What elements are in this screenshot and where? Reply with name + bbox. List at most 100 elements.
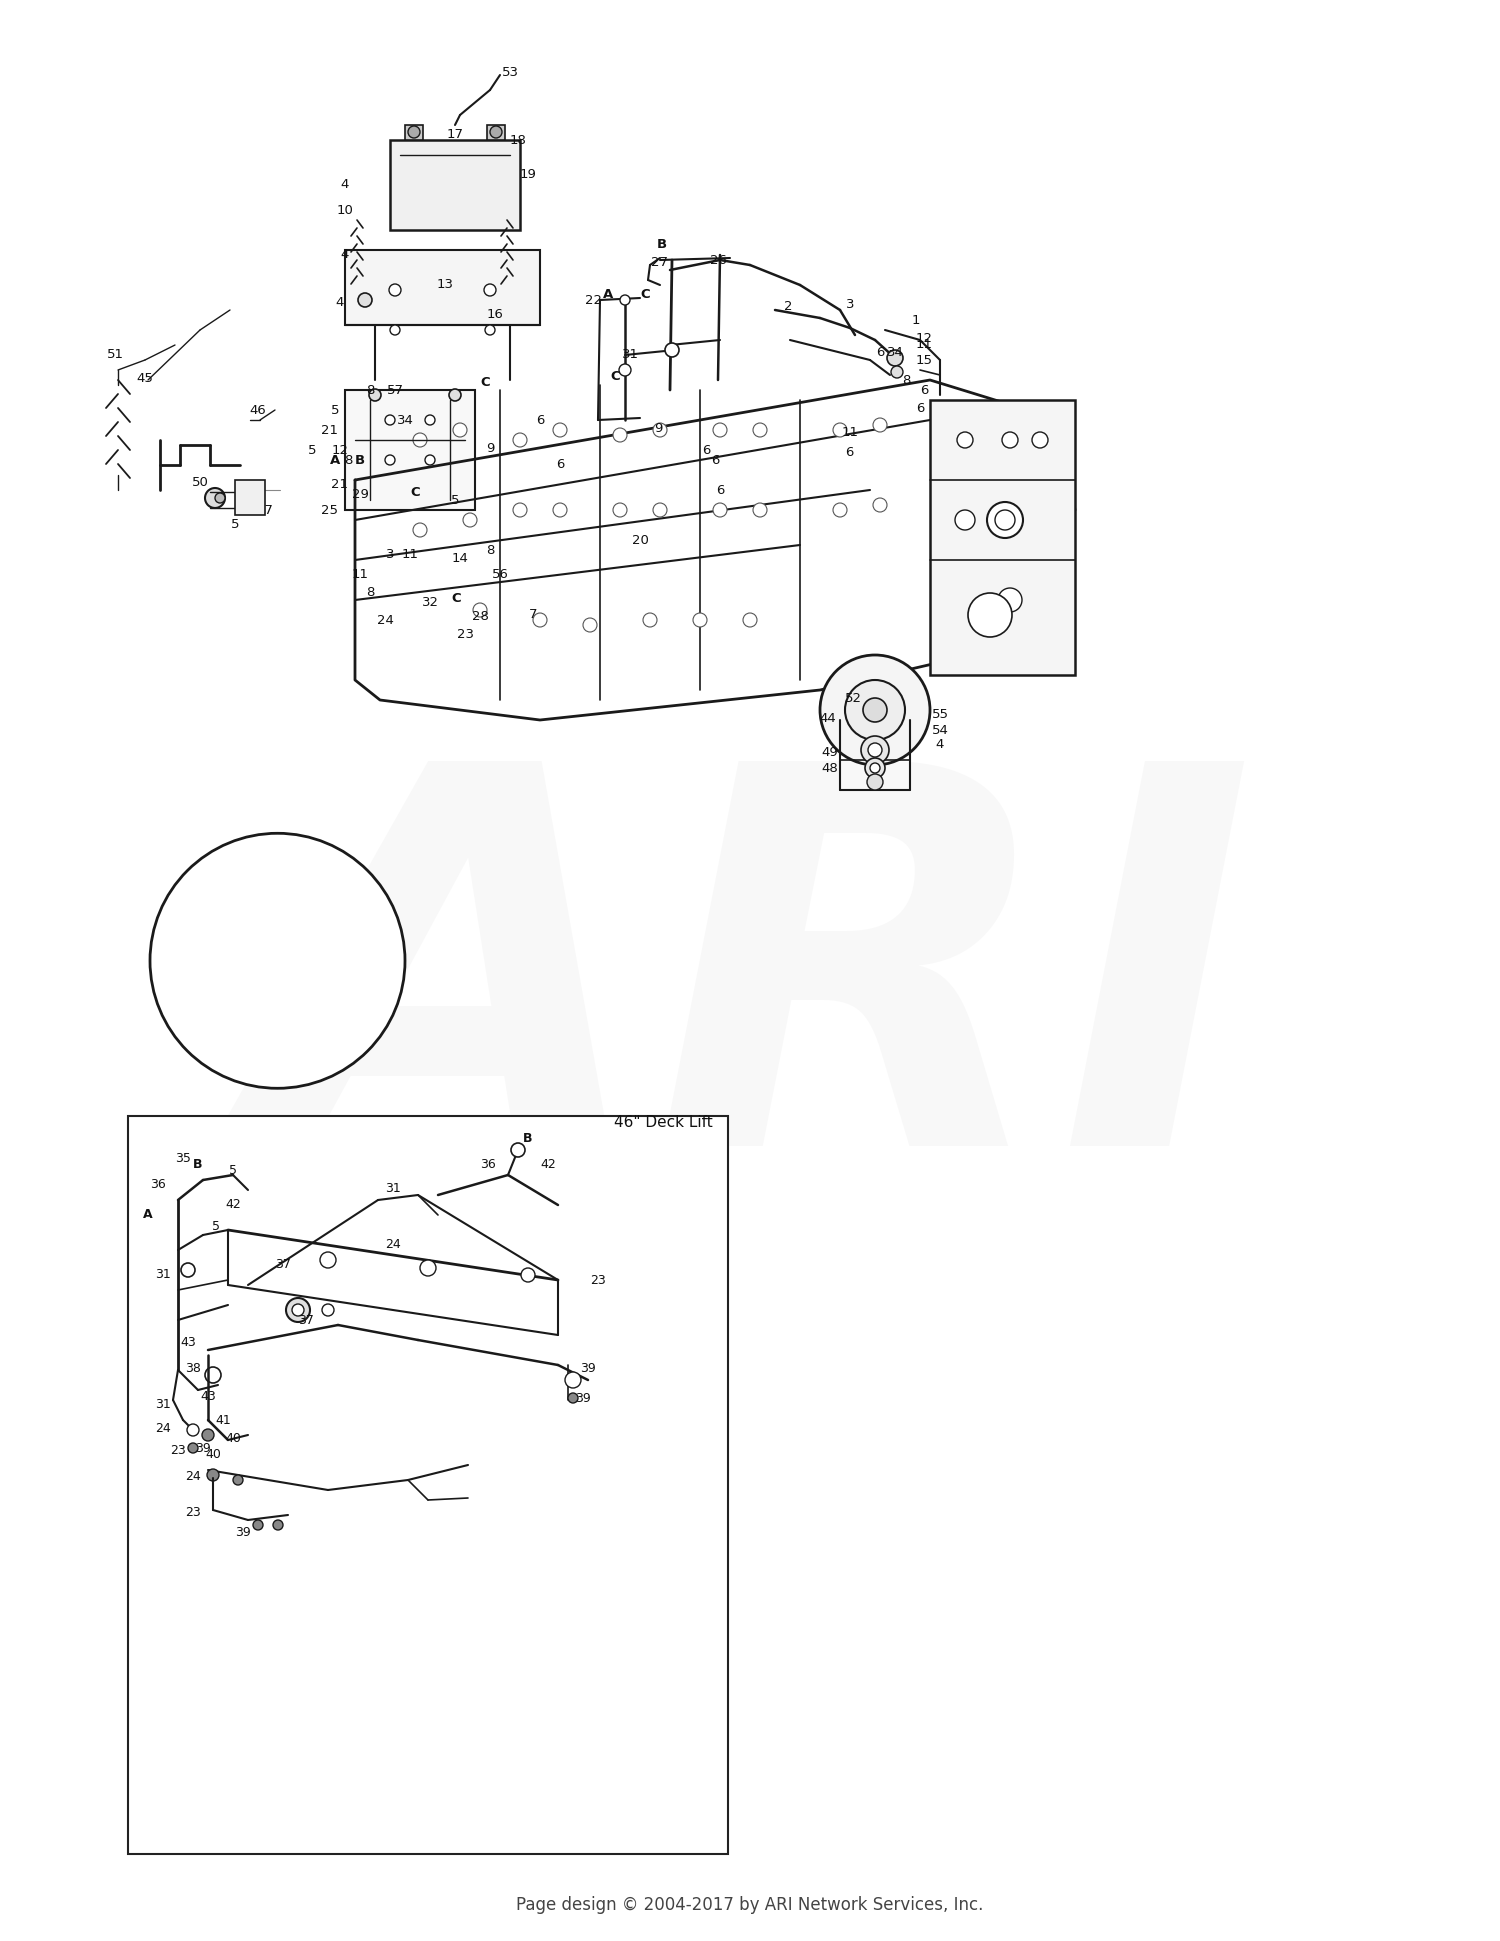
Circle shape: [388, 283, 400, 295]
Text: 14: 14: [452, 551, 468, 565]
Text: 37: 37: [274, 1258, 291, 1271]
Circle shape: [620, 365, 632, 377]
Text: 26: 26: [710, 254, 726, 266]
Text: 15: 15: [915, 353, 933, 367]
Circle shape: [1002, 433, 1019, 448]
Text: 37: 37: [298, 1314, 314, 1326]
Text: 24: 24: [386, 1238, 400, 1252]
Text: 6: 6: [920, 384, 928, 396]
Bar: [236, 479, 266, 514]
Text: 5: 5: [450, 493, 459, 507]
Text: 51: 51: [106, 349, 123, 361]
Circle shape: [386, 454, 394, 466]
Text: 8: 8: [366, 384, 374, 396]
Circle shape: [998, 588, 1022, 611]
Text: 22: 22: [585, 293, 602, 307]
Text: 8: 8: [902, 373, 910, 386]
Text: 6: 6: [916, 402, 924, 415]
Circle shape: [322, 1304, 334, 1316]
Text: B: B: [356, 454, 364, 466]
Text: 5: 5: [231, 518, 240, 530]
Circle shape: [513, 433, 526, 446]
Circle shape: [413, 433, 428, 446]
Circle shape: [150, 833, 405, 1089]
Text: 17: 17: [447, 128, 464, 142]
Text: 1: 1: [912, 314, 920, 326]
Text: A: A: [603, 289, 613, 301]
Text: 11: 11: [351, 569, 369, 582]
Text: 5: 5: [330, 404, 339, 417]
Text: 19: 19: [519, 169, 537, 182]
Text: 41: 41: [214, 1413, 231, 1427]
Text: B: B: [194, 1159, 202, 1172]
Text: ARI: ARI: [244, 743, 1256, 1256]
Circle shape: [1032, 433, 1048, 448]
Circle shape: [867, 774, 883, 790]
Text: 23: 23: [170, 1444, 186, 1456]
Text: 6: 6: [844, 446, 853, 460]
Text: 18: 18: [510, 134, 526, 146]
Text: 11: 11: [842, 425, 858, 439]
Circle shape: [712, 503, 728, 516]
Circle shape: [742, 613, 758, 627]
Circle shape: [987, 503, 1023, 538]
Circle shape: [188, 1425, 200, 1436]
Text: 23: 23: [590, 1273, 606, 1287]
Circle shape: [202, 1429, 214, 1440]
Circle shape: [844, 679, 904, 740]
Text: 39: 39: [574, 1392, 591, 1405]
Text: 16: 16: [486, 309, 504, 322]
Text: 32: 32: [422, 596, 438, 609]
Text: 31: 31: [154, 1399, 171, 1411]
Text: 42: 42: [225, 1198, 242, 1211]
Circle shape: [554, 503, 567, 516]
Text: 24: 24: [376, 613, 393, 627]
Text: A: A: [330, 454, 340, 466]
Text: 23: 23: [184, 1506, 201, 1520]
Circle shape: [873, 417, 886, 433]
Text: 4: 4: [340, 179, 350, 192]
Text: 50: 50: [192, 476, 208, 489]
Circle shape: [644, 613, 657, 627]
Text: 56: 56: [492, 569, 508, 582]
Circle shape: [520, 1267, 536, 1281]
Circle shape: [484, 324, 495, 336]
Bar: [488, 124, 506, 140]
Text: 6: 6: [556, 458, 564, 472]
Text: 44: 44: [819, 712, 837, 724]
Circle shape: [206, 1366, 220, 1384]
Text: 21: 21: [321, 423, 339, 437]
Circle shape: [821, 654, 930, 765]
Circle shape: [207, 1469, 219, 1481]
Circle shape: [420, 1260, 436, 1275]
Circle shape: [957, 433, 974, 448]
Circle shape: [286, 1299, 310, 1322]
Text: 9: 9: [486, 441, 494, 454]
Text: 24: 24: [184, 1471, 201, 1483]
Text: 13: 13: [436, 278, 453, 291]
Circle shape: [273, 1520, 284, 1530]
Text: 8: 8: [366, 586, 374, 598]
Circle shape: [753, 423, 766, 437]
Circle shape: [956, 510, 975, 530]
Circle shape: [490, 126, 502, 138]
Bar: [405, 124, 423, 140]
Text: 2: 2: [783, 301, 792, 314]
Circle shape: [886, 349, 903, 367]
Text: 5: 5: [211, 1221, 220, 1233]
Circle shape: [484, 283, 496, 295]
Circle shape: [320, 1252, 336, 1267]
Text: 31: 31: [621, 349, 639, 361]
Text: 12: 12: [915, 332, 933, 344]
Circle shape: [358, 293, 372, 307]
Text: 23: 23: [456, 629, 474, 641]
Text: 10: 10: [336, 204, 354, 217]
Text: Page design © 2004-2017 by ARI Network Services, Inc.: Page design © 2004-2017 by ARI Network S…: [516, 1896, 984, 1914]
Text: 21: 21: [332, 479, 348, 491]
Text: 38: 38: [184, 1361, 201, 1374]
Text: 27: 27: [651, 256, 669, 268]
Text: C: C: [452, 592, 460, 604]
Text: 11: 11: [402, 549, 418, 561]
Circle shape: [693, 613, 706, 627]
Circle shape: [566, 1372, 580, 1388]
